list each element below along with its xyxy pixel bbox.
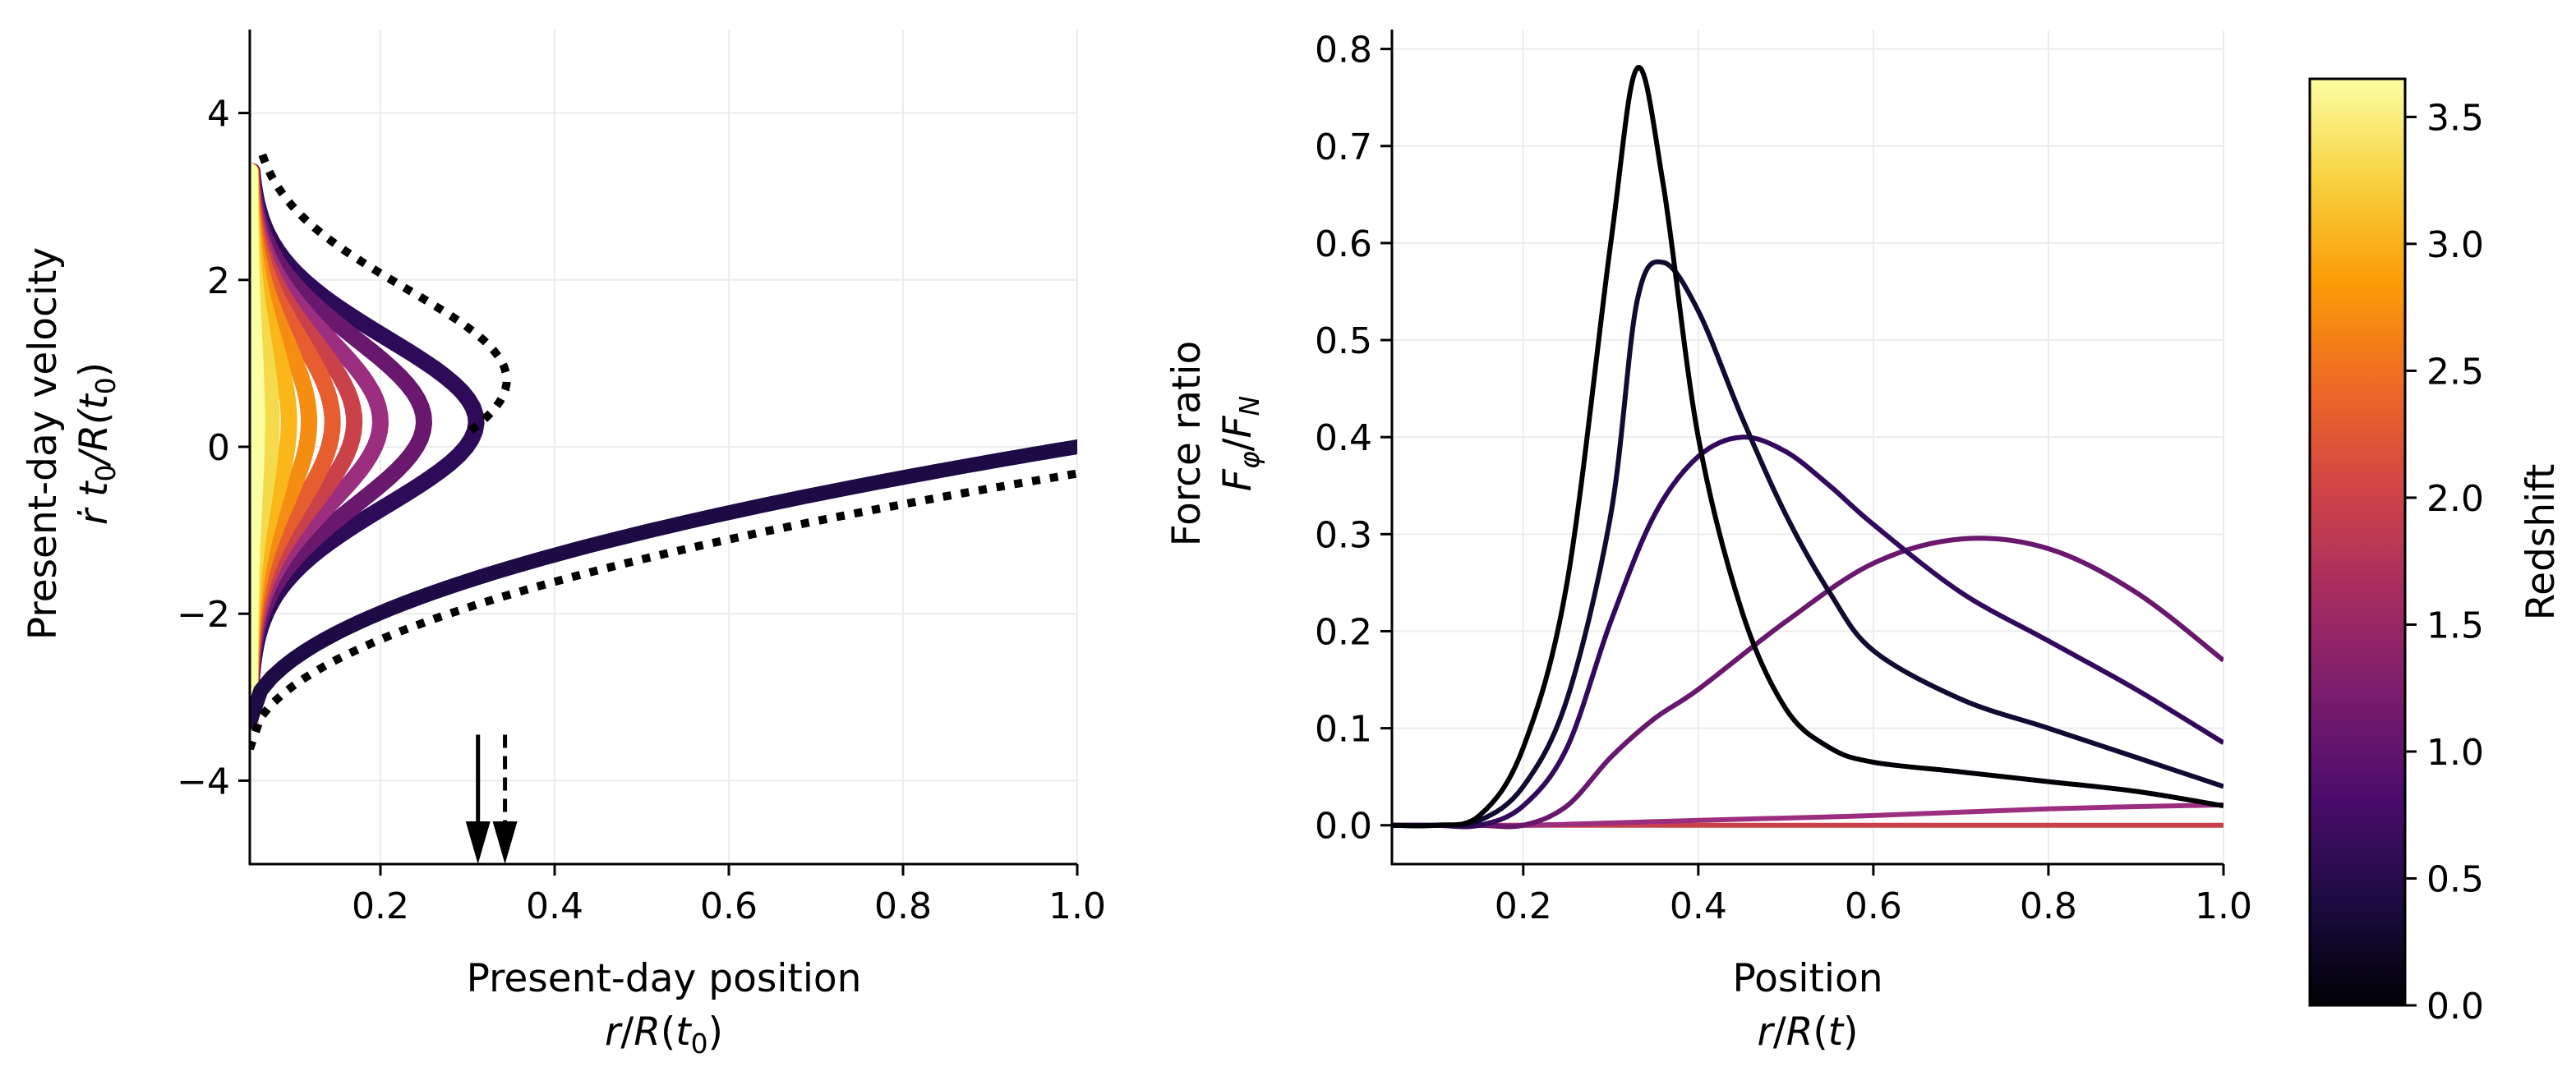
colorbar-tick-label: 1.5: [2426, 605, 2484, 646]
left-y-tick-label: 0: [207, 427, 230, 469]
right-y-ticks: 0.0 0.1 0.2 0.3 0.4 0.5 0.6 0.7 0.8: [1315, 30, 1392, 848]
right-x-tick-label: 0.2: [1495, 885, 1552, 927]
left-x-tick-label: 1.0: [1048, 885, 1106, 927]
phase-space-panel: 0.2 0.4 0.6 0.8 1.0 4 2 0 −2 −4 Present-day posi…: [21, 30, 1106, 1060]
right-x-ticks: 0.2 0.4 0.6 0.8 1.0: [1495, 864, 2252, 927]
redshift-colorbar: 0.0 0.5 1.0 1.5 2.0 2.5 3.0 3.5 Redshift: [2308, 77, 2564, 1028]
dotted-upper-curve: [258, 153, 511, 438]
left-y-tick-label: −2: [177, 594, 230, 636]
right-y-tick-label: 0.8: [1315, 30, 1372, 71]
left-y-tick-label: −4: [177, 761, 230, 802]
left-y-tick-label: 2: [207, 260, 230, 302]
left-x-tick-label: 0.2: [352, 885, 409, 927]
right-y-axis-label: Force ratio: [1164, 341, 1210, 546]
right-y-tick-label: 0.5: [1315, 320, 1372, 362]
left-x-tick-label: 0.4: [526, 885, 583, 927]
colorbar-tick-label: 2.5: [2426, 351, 2484, 393]
left-arrows: [465, 734, 518, 864]
arrow-head: [492, 821, 518, 864]
colorbar-tick-label: 3.0: [2426, 224, 2484, 266]
right-y-tick-label: 0.3: [1315, 514, 1372, 556]
colorbar-ticks: 0.0 0.5 1.0 1.5 2.0 2.5 3.0 3.5: [2405, 97, 2484, 1028]
right-grid: [1392, 30, 2224, 864]
right-x-tick-label: 1.0: [2195, 885, 2252, 927]
left-x-ticks: 0.2 0.4 0.6 0.8 1.0: [352, 864, 1106, 927]
colorbar-fill: [2308, 77, 2407, 1007]
right-x-axis-label: Position: [1733, 956, 1883, 1001]
right-y-tick-label: 0.2: [1315, 611, 1372, 653]
lower-branch-curve: [251, 439, 1077, 730]
right-y-tick-label: 0.6: [1315, 223, 1372, 265]
right-x-tick-label: 0.4: [1670, 885, 1727, 927]
left-y-axis-label: Present-day velocity: [21, 247, 66, 640]
right-y-tick-label: 0.1: [1315, 709, 1372, 751]
left-y-axis-math: ṙ t0/R(t0): [71, 362, 122, 525]
right-x-tick-label: 0.8: [2020, 885, 2077, 927]
left-x-tick-label: 0.8: [874, 885, 932, 927]
dotted-lower-curve: [251, 469, 1077, 751]
left-x-axis-label: Present-day position: [467, 956, 862, 1001]
force-ratio-series: [1393, 259, 2223, 829]
colorbar-tick-label: 0.5: [2426, 858, 2484, 900]
right-y-tick-label: 0.0: [1315, 806, 1372, 848]
colorbar-tick-label: 0.0: [2426, 986, 2484, 1028]
left-x-axis-math: r/R(t0): [605, 1009, 723, 1060]
right-x-tick-label: 0.6: [1845, 885, 1902, 927]
right-x-axis-math: r/R(t): [1758, 1009, 1859, 1055]
force-ratio-panel: 0.2 0.4 0.6 0.8 1.0 0.0 0.1 0.2 0.3 0.4 0.5 0.6 0.7…: [1164, 30, 2252, 1055]
right-curves: [1393, 65, 2223, 830]
colorbar-tick-label: 2.0: [2426, 478, 2484, 520]
right-y-tick-label: 0.4: [1315, 417, 1372, 459]
force-ratio-series: [1393, 65, 2223, 829]
left-y-ticks: 4 2 0 −2 −4: [177, 94, 250, 802]
right-y-axis-math: Fφ/FN: [1215, 396, 1265, 491]
left-y-tick-label: 4: [207, 94, 230, 136]
force-ratio-series: [1393, 536, 2223, 830]
colorbar-label: Redshift: [2518, 464, 2564, 621]
right-y-tick-label: 0.7: [1315, 126, 1372, 168]
arrow-head: [465, 821, 491, 864]
force-ratio-series: [1393, 435, 2223, 830]
colorbar-tick-label: 3.5: [2426, 97, 2484, 139]
left-x-tick-label: 0.6: [700, 885, 758, 927]
colorbar-tick-label: 1.0: [2426, 732, 2484, 774]
force-ratio-series: [1393, 802, 2223, 829]
